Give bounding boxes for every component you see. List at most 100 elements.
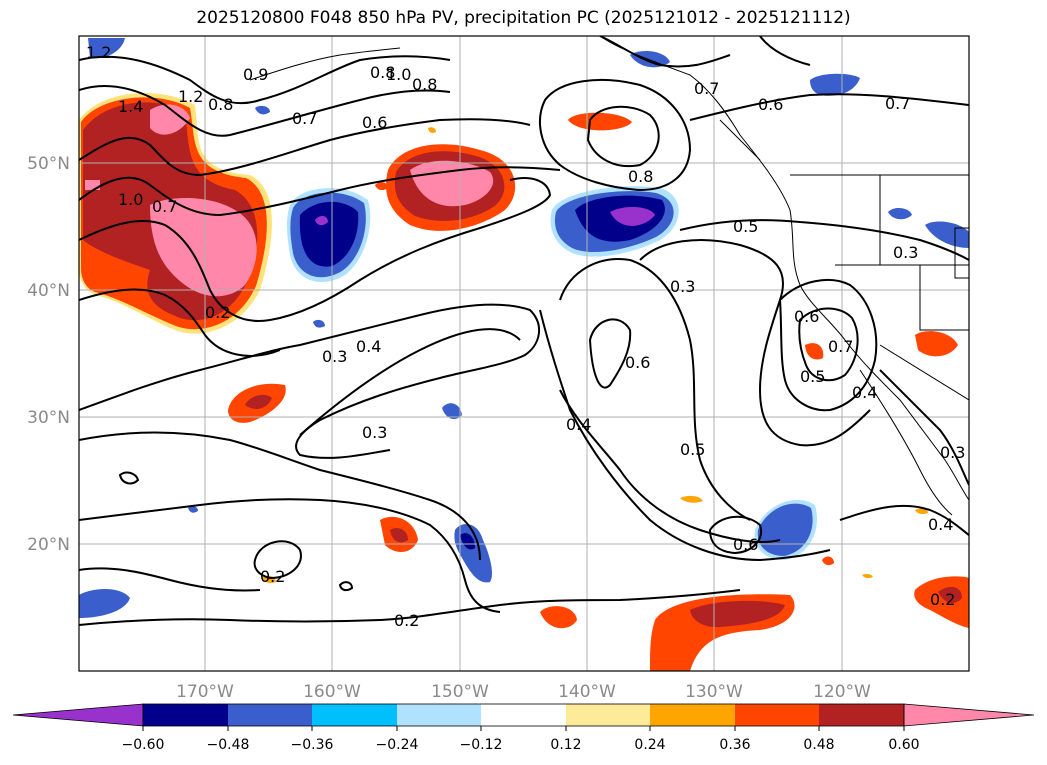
- pv-contour-line: [79, 589, 741, 626]
- pv-contour-label: 0.2: [394, 611, 419, 630]
- pv-contour-line: [539, 309, 831, 562]
- precip-negative-region: [188, 506, 198, 513]
- colorbar-tick-label: −0.36: [291, 737, 334, 753]
- colorbar-tick-label: 0.48: [803, 737, 834, 753]
- colorbar-frame: [142, 703, 905, 727]
- colorbar-tick-label: −0.60: [122, 737, 165, 753]
- pv-contour-label: 0.7: [292, 109, 317, 128]
- precip-positive-region: [150, 104, 190, 135]
- coastline-north-america: [599, 36, 969, 501]
- colorbar-segment: [566, 704, 650, 726]
- colorbar-segment: [312, 704, 397, 726]
- pv-contour-label: 1.4: [118, 97, 143, 116]
- pv-contour-label: 0.5: [800, 367, 825, 386]
- pv-contour-label: 0.2: [930, 590, 955, 609]
- pv-contour-label: 0.6: [794, 307, 819, 326]
- pv-contour-line: [689, 93, 969, 121]
- latitude-label: 40°N: [27, 281, 70, 301]
- coastline: [249, 36, 969, 516]
- pv-contour-label: 0.3: [362, 423, 387, 442]
- colorbar-tick-label: 0.60: [888, 737, 919, 753]
- pv-contour-line: [79, 55, 451, 105]
- precip-positive-region: [915, 331, 958, 357]
- pv-contour-label-layer: 1.2 0.9 1.4 1.2 0.8 1.0 0.8 0.7 0.6 0.7 …: [86, 43, 965, 630]
- pv-contour-label: 0.8: [412, 75, 437, 94]
- pv-contour-line: [586, 105, 660, 168]
- pv-contour-line: [253, 540, 302, 580]
- latitude-label: 20°N: [27, 535, 70, 555]
- colorbar-segment: [228, 704, 312, 726]
- pv-contour-label: 0.2: [205, 303, 230, 322]
- pv-contour-label: 0.4: [356, 337, 381, 356]
- latitude-label: 30°N: [27, 408, 70, 428]
- pv-contour-line: [559, 258, 751, 521]
- colorbar-segment: [735, 704, 819, 726]
- precip-negative-region: [313, 319, 325, 328]
- longitude-axis: 170°W 160°W 150°W 140°W 130°W 120°W: [176, 682, 871, 702]
- border-us-mexico: [879, 344, 969, 401]
- longitude-label: 140°W: [558, 682, 616, 702]
- precip-positive-region: [428, 127, 436, 133]
- pv-contour-label: 0.6: [362, 113, 387, 132]
- border-lake: [954, 227, 969, 279]
- longitude-label: 130°W: [685, 682, 743, 702]
- pv-contour-label: 0.3: [893, 243, 918, 262]
- colorbar: −0.60 −0.48 −0.36 −0.24 −0.12 0.12 0.24 …: [12, 703, 1035, 753]
- precip-positive-region: [915, 508, 928, 514]
- pv-contour-label: 1.0: [118, 190, 143, 209]
- latitude-label: 50°N: [27, 154, 70, 174]
- pv-contour-label: 0.5: [733, 217, 758, 236]
- colorbar-extend-low: [12, 703, 144, 727]
- colorbar-segment: [650, 704, 735, 726]
- pv-contour-line: [79, 118, 531, 177]
- precip-negative-region: [888, 208, 912, 220]
- pv-contour-label: 0.8: [370, 63, 395, 82]
- pv-contour-line: [679, 219, 969, 261]
- pv-contour-line: [778, 279, 878, 412]
- pv-contour-line: [879, 369, 969, 486]
- pv-contour-line: [798, 307, 859, 382]
- precip-negative-region: [460, 533, 475, 550]
- map-frame: [78, 35, 970, 672]
- colorbar-segment: [481, 704, 566, 726]
- coastline-islands: [719, 119, 761, 161]
- coastline-baja: [859, 369, 953, 516]
- colorbar-extend-high: [903, 703, 1035, 727]
- pv-contour-line: [79, 166, 561, 217]
- precip-negative-region: [630, 50, 670, 68]
- pv-contour-line: [599, 36, 731, 68]
- precip-positive-region: [540, 606, 577, 629]
- pv-contour-label: 1.0: [386, 65, 411, 84]
- longitude-label: 150°W: [431, 682, 489, 702]
- colorbar-segment: [819, 704, 904, 726]
- precip-positive-region: [245, 394, 272, 409]
- pv-contour-line: [118, 471, 140, 485]
- precip-positive-region: [680, 495, 703, 503]
- colorbar-tick-label: −0.12: [460, 737, 503, 753]
- colorbar-tick-label: −0.48: [207, 737, 250, 753]
- precip-positive-region: [410, 160, 494, 207]
- pv-contour-line: [299, 328, 521, 436]
- pv-contour-label: 0.2: [260, 567, 285, 586]
- pv-contour-label: 0.7: [694, 79, 719, 98]
- pv-contour-label: 1.2: [178, 87, 203, 106]
- pv-contour-label: 0.4: [566, 415, 591, 434]
- precip-positive-region: [822, 556, 834, 566]
- pv-contour-line: [559, 389, 781, 543]
- pv-contours: [79, 36, 969, 626]
- precip-negative-region: [810, 73, 860, 96]
- pv-contour-line: [79, 567, 261, 592]
- pv-contour-line: [708, 515, 763, 555]
- colorbar-segment: [143, 704, 228, 726]
- pv-contour-label: 0.9: [243, 65, 268, 84]
- pv-contour-line: [539, 79, 692, 192]
- pv-contour-line: [639, 239, 871, 447]
- precip-positive-region: [568, 112, 632, 131]
- colorbar-tick-label: 0.24: [634, 737, 665, 753]
- pv-contour-label: 0.3: [940, 443, 965, 462]
- pv-contour-line: [759, 36, 811, 66]
- pv-contour-label: 0.7: [152, 197, 177, 216]
- pv-contour-line: [79, 498, 501, 613]
- pv-contour-label: 0.6: [758, 95, 783, 114]
